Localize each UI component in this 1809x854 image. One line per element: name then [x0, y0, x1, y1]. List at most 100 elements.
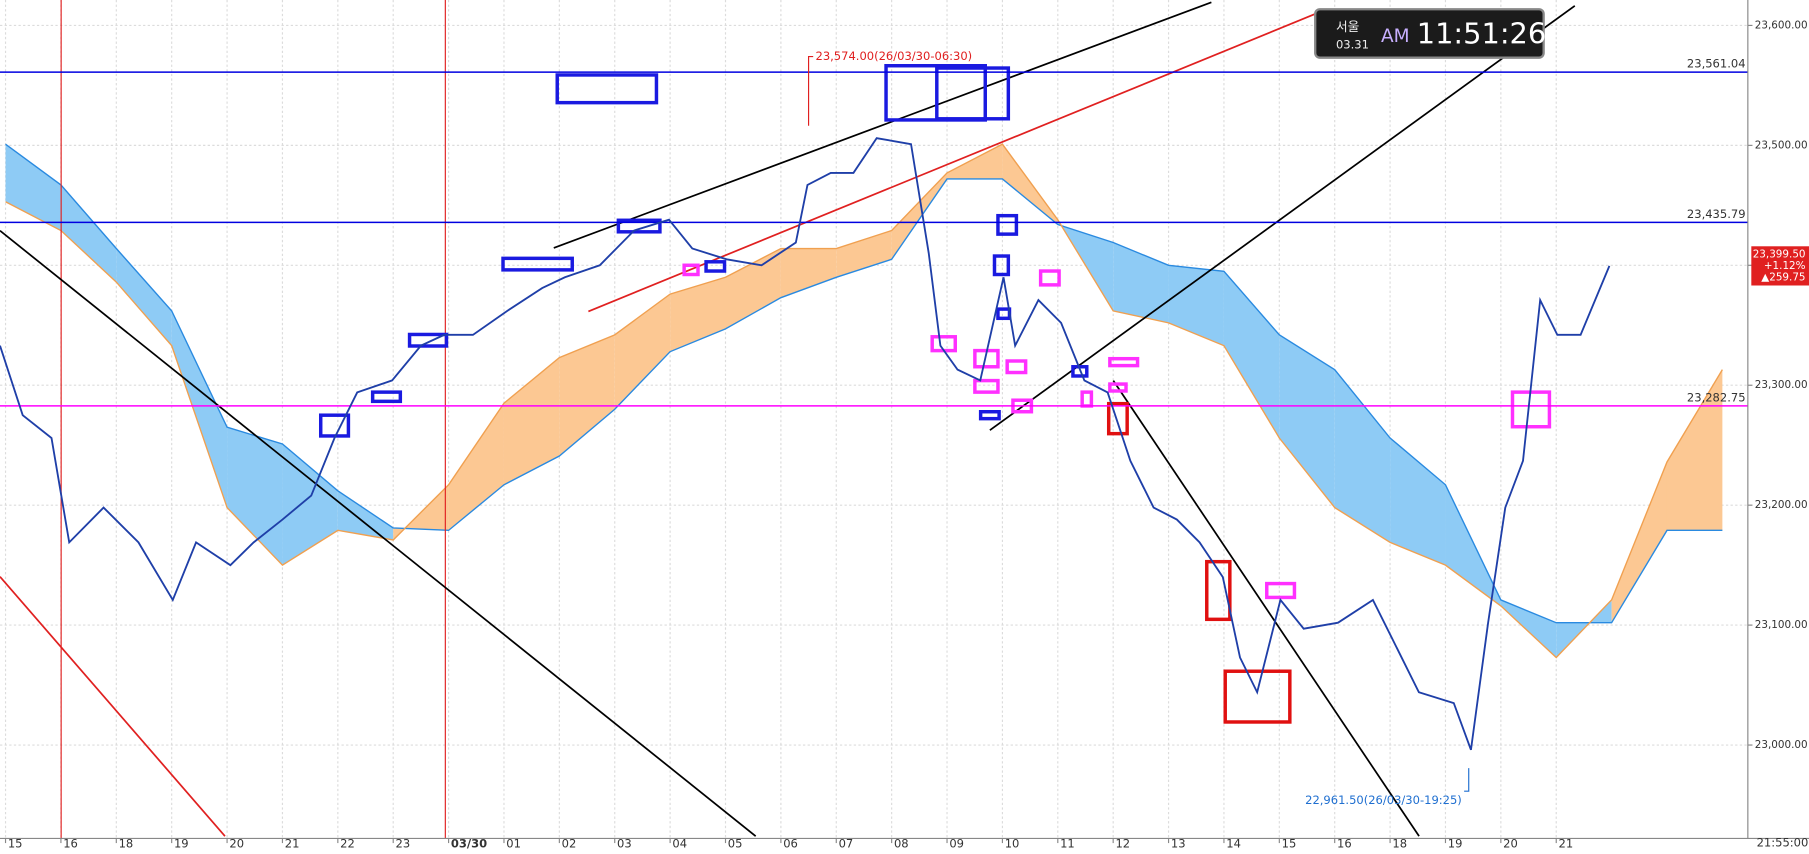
box — [407, 332, 449, 348]
clock-date: 03.31 — [1336, 37, 1369, 51]
trend-line — [1112, 380, 1420, 837]
high-marker — [807, 56, 814, 126]
cloud-segment — [448, 403, 504, 531]
x-tick-label: 08 — [894, 837, 909, 850]
cloud-segment — [1500, 599, 1557, 658]
trend-line — [553, 1, 1212, 249]
cloud-segment — [1223, 271, 1280, 439]
box — [996, 213, 1019, 236]
cloud — [5, 143, 1723, 659]
cloud-segment — [836, 230, 892, 278]
x-tick-label: 16 — [63, 837, 78, 850]
x-tick-label: 16 — [1337, 837, 1352, 850]
trend-line — [0, 576, 226, 837]
cloud-edge — [5, 143, 1723, 659]
last-price: 23,399.50 — [1753, 248, 1806, 260]
y-tick-label: 23,000.00 — [1755, 739, 1808, 751]
cloud-segment — [1002, 144, 1058, 225]
x-tick-label: 06 — [783, 837, 798, 850]
price-line — [0, 137, 1611, 751]
x-tick-label: 02 — [562, 837, 577, 850]
x-tick-label: 03/30 — [451, 837, 487, 850]
x-tick-label: 20 — [1503, 837, 1518, 850]
red-boxes — [1106, 401, 1292, 724]
box — [370, 390, 403, 404]
cloud-segment — [559, 334, 615, 456]
clock-period: AM — [1381, 26, 1410, 47]
clock-box — [1314, 8, 1545, 59]
drawings — [0, 0, 1576, 839]
x-tick-label: 18 — [119, 837, 134, 850]
cloud-segment — [116, 248, 172, 346]
trend-line — [989, 5, 1576, 431]
x-tick-label: 10 — [1005, 837, 1020, 850]
cloud-segment — [5, 144, 61, 231]
cloud-segment — [1611, 461, 1667, 623]
y-tick-label: 23,600.00 — [1755, 19, 1808, 31]
cloud-segment — [1168, 265, 1224, 346]
reference-label: 23,435.79 — [1687, 207, 1746, 221]
cloud-segment — [503, 357, 560, 485]
cloud-segment — [891, 172, 948, 260]
box — [1071, 365, 1089, 378]
box — [1265, 581, 1297, 600]
cloud-segment — [1666, 369, 1723, 531]
cloud-segment — [60, 184, 117, 283]
low-marker — [1464, 768, 1470, 792]
box — [992, 254, 1011, 277]
time-label: 21:55:00 — [1757, 836, 1809, 850]
x-tick-label: 05 — [728, 837, 743, 850]
clock-time: 11:51:26 — [1417, 17, 1547, 51]
cloud-segment — [1113, 242, 1169, 323]
x-tick-label: 23 — [396, 837, 411, 850]
box — [682, 263, 700, 277]
x-tick-label: 15 — [1282, 837, 1297, 850]
cloud-segment — [947, 144, 1003, 179]
y-tick-label: 23,100.00 — [1755, 619, 1808, 631]
clock: 서울 03.31 AM 11:51:26 — [1314, 8, 1547, 59]
x-tick-label: 01 — [506, 837, 521, 850]
x-tick-label: 04 — [672, 837, 687, 850]
y-tick-label: 23,200.00 — [1755, 499, 1808, 511]
box — [704, 260, 727, 273]
x-tick-label: 20 — [229, 837, 244, 850]
box — [1005, 359, 1028, 375]
cloud-segment — [780, 248, 837, 298]
x-tick-label: 19 — [1448, 837, 1463, 850]
x-tick-label: 19 — [174, 837, 189, 850]
x-tick-label: 12 — [1115, 837, 1130, 850]
cloud-segment — [337, 490, 394, 540]
blue-boxes — [318, 64, 1089, 438]
high-label: 23,574.00(26/03/30-06:30) — [815, 49, 972, 63]
x-tick-label: 14 — [1226, 837, 1241, 850]
box — [1038, 269, 1061, 287]
x-tick-label: 22 — [340, 837, 355, 850]
x-tick-label: 11 — [1060, 837, 1075, 850]
cloud-segment — [614, 294, 671, 410]
cloud-segment — [1390, 438, 1446, 566]
box — [935, 66, 1011, 121]
y-tick-label: 23,500.00 — [1755, 139, 1808, 151]
last-change-pct: +1.12% — [1764, 260, 1806, 272]
box — [501, 256, 574, 272]
last-price-box — [1751, 246, 1809, 286]
cloud-segment — [282, 444, 338, 566]
cloud-segment — [1334, 369, 1391, 543]
cloud-segment — [171, 310, 228, 508]
box — [616, 218, 662, 234]
x-tick-label: 03 — [617, 837, 632, 850]
cloud-edge — [5, 143, 1723, 624]
reference-label: 23,282.75 — [1687, 390, 1746, 404]
x-tick-label: 09 — [949, 837, 964, 850]
x-tick-label: 15 — [8, 837, 23, 850]
box — [1108, 356, 1140, 368]
trend-line — [0, 229, 757, 837]
box — [1205, 559, 1232, 622]
marks: 23,561.04 23,435.79 23,282.75 23,574.00(26/… — [0, 49, 1748, 807]
y-tick-label: 23,300.00 — [1755, 379, 1808, 391]
low-label: 22,961.50(26/03/30-19:25) — [1305, 793, 1462, 807]
cloud-segment — [670, 277, 726, 352]
